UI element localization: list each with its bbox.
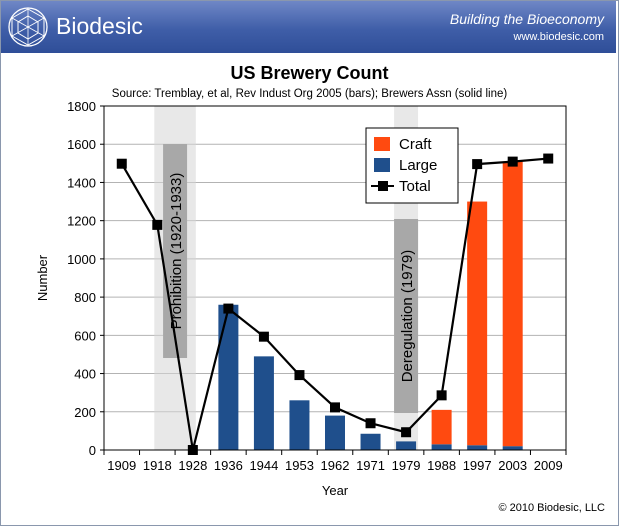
y-tick-label: 1400 — [67, 175, 96, 190]
x-tick-label: 1909 — [107, 458, 136, 473]
total-point — [330, 402, 340, 413]
bar-large — [502, 446, 523, 450]
brand-name: Biodesic — [56, 13, 143, 39]
total-point — [294, 370, 305, 381]
x-tick-label: 1944 — [249, 458, 278, 473]
total-point — [365, 418, 376, 429]
x-tick-label: 2009 — [534, 458, 563, 473]
x-tick-label: 1953 — [285, 458, 314, 473]
legend-swatch — [374, 137, 390, 151]
y-tick-label: 1600 — [67, 137, 96, 152]
bar-large — [431, 444, 452, 450]
total-point — [401, 427, 412, 438]
total-point — [152, 219, 163, 230]
bar-craft — [502, 161, 523, 447]
website-link[interactable]: www.biodesic.com — [513, 31, 604, 43]
legend-swatch — [374, 158, 390, 172]
annotation-label: Prohibition (1920-1933) — [168, 173, 185, 330]
bar-large — [253, 356, 274, 450]
y-tick-label: 600 — [74, 328, 96, 343]
y-tick-label: 1000 — [67, 252, 96, 267]
bar-large — [325, 415, 345, 450]
bar-large — [360, 433, 381, 450]
total-point — [223, 303, 234, 314]
chart-subtitle: Source: Tremblay, et al, Rev Indust Org … — [111, 88, 508, 100]
x-tick-label: 1962 — [321, 458, 350, 473]
total-point — [507, 156, 518, 167]
annotation-label-box — [163, 144, 188, 358]
x-tick-label: 1979 — [392, 458, 421, 473]
axes: 0 200 400 600 800 1000 1200 1400 1600 1800 1909 191… — [35, 99, 567, 498]
legend-marker — [378, 181, 388, 191]
x-tick-label: 1997 — [463, 458, 492, 473]
x-tick-label: 1988 — [427, 458, 456, 473]
legend: Craft Large Total — [365, 127, 459, 204]
x-tick-label: 1971 — [356, 458, 385, 473]
legend-label: Large — [399, 157, 437, 174]
total-point — [258, 331, 269, 342]
bar-large — [396, 441, 417, 450]
y-axis-label: Number — [35, 254, 50, 301]
annotation-label-box — [394, 219, 419, 413]
plot-border — [103, 105, 567, 451]
tagline: Building the Bioeconomy — [449, 11, 604, 27]
chart-title: US Brewery Count — [230, 63, 389, 83]
x-tick-label: 1936 — [214, 458, 243, 473]
header-banner: Biodesic Building the Bioeconomy www.bio… — [1, 1, 616, 53]
y-tick-label: 0 — [89, 443, 96, 458]
bar-craft — [431, 409, 452, 445]
total-point — [543, 153, 554, 164]
annotation-bands: Prohibition (1920-1933) Deregulation (197… — [154, 106, 419, 450]
x-tick-label: 1918 — [143, 458, 172, 473]
bar-large — [218, 304, 239, 450]
y-tick-label: 1800 — [67, 99, 96, 114]
bars — [218, 161, 523, 450]
y-tick-label: 1200 — [67, 214, 96, 229]
y-tick-label: 800 — [74, 290, 96, 305]
x-tick-label: 1928 — [178, 458, 207, 473]
legend-label: Total — [399, 178, 431, 195]
bar-large — [467, 445, 488, 450]
y-tick-label: 400 — [74, 367, 96, 382]
copyright: © 2010 Biodesic, LLC — [498, 502, 605, 514]
legend-label: Craft — [399, 136, 432, 153]
bar-large — [289, 400, 310, 450]
y-tick-label: 200 — [74, 405, 96, 420]
annotation-label: Deregulation (1979) — [399, 250, 416, 383]
total-point — [436, 390, 447, 401]
total-point — [472, 159, 483, 170]
x-axis-label: Year — [322, 483, 349, 498]
total-point — [116, 158, 127, 169]
x-tick-label: 2003 — [498, 458, 527, 473]
geodesic-sphere-icon — [8, 7, 48, 47]
bar-craft — [467, 201, 488, 446]
